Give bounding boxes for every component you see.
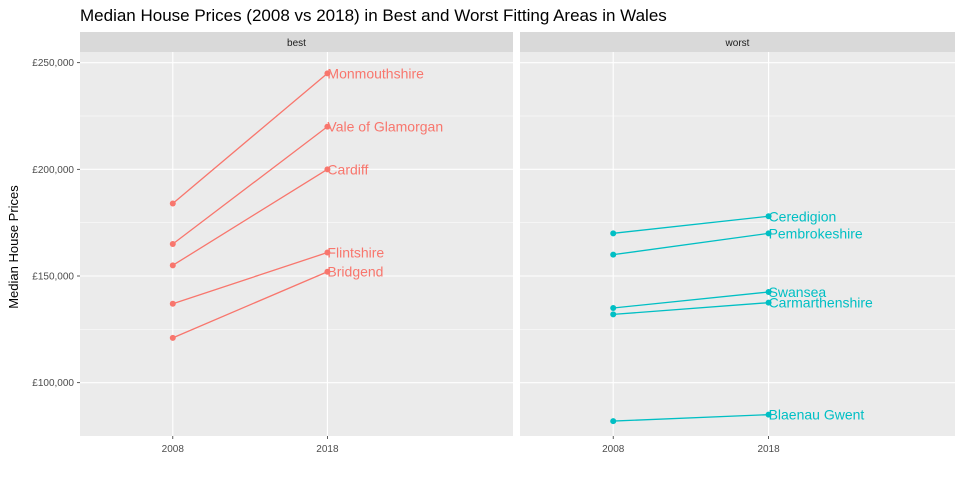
series-line (613, 215, 769, 234)
y-tick-label: £100,000 (32, 378, 74, 389)
series-label: Flintshire (327, 245, 384, 261)
data-point (610, 230, 617, 237)
data-point (610, 418, 617, 425)
data-point (765, 230, 772, 237)
facet-strip-label: worst (725, 38, 750, 49)
series-line (613, 414, 769, 422)
data-point (169, 241, 176, 247)
series-line (172, 251, 328, 305)
data-point (324, 268, 331, 275)
y-tick-label: £250,000 (32, 58, 74, 69)
data-point (324, 123, 331, 130)
series-line (613, 232, 769, 256)
series-label: Ceredigion (769, 208, 837, 224)
data-point (324, 166, 331, 173)
chart-title: Median House Prices (2008 vs 2018) in Be… (80, 6, 667, 25)
x-tick-label: 2018 (316, 444, 339, 455)
facet-strip-label: best (287, 38, 306, 49)
series-label: Blaenau Gwent (769, 407, 865, 423)
data-point (610, 251, 617, 258)
y-tick-label: £200,000 (32, 165, 74, 176)
y-axis-label: Median House Prices (6, 185, 21, 309)
series-line (172, 126, 328, 245)
data-point (610, 305, 617, 311)
facet-strip (520, 32, 955, 52)
data-point (610, 311, 617, 318)
panel-background (520, 52, 955, 436)
series-line (172, 271, 328, 339)
x-tick-label: 2008 (602, 444, 625, 455)
series-line (172, 72, 328, 204)
data-point (324, 249, 331, 256)
series-label: Cardiff (327, 161, 368, 177)
data-point (169, 300, 176, 307)
data-point (169, 262, 176, 269)
y-tick-label: £150,000 (32, 272, 74, 283)
series-label: Monmouthshire (327, 65, 424, 81)
facet-panel-best: best 2008 2018 Monmouthshire Vale of Glamorg… (80, 32, 513, 455)
data-point (765, 289, 772, 295)
panel-background (80, 52, 513, 436)
x-tick-label: 2008 (162, 444, 185, 455)
series-label: Carmarthenshire (769, 295, 873, 311)
x-tick-label: 2018 (757, 444, 780, 455)
data-point (324, 70, 331, 77)
series-line (172, 168, 328, 266)
data-point (765, 299, 772, 306)
series-label: Pembrokeshire (769, 225, 863, 241)
facet-strip (80, 32, 513, 52)
series-line (613, 302, 769, 316)
data-point (169, 200, 176, 207)
series-line (613, 291, 769, 309)
data-point (765, 411, 772, 418)
data-point (169, 334, 176, 341)
data-point (765, 213, 772, 220)
series-label: Swansea (769, 284, 827, 300)
series-label: Vale of Glamorgan (327, 119, 443, 135)
series-label: Bridgend (327, 264, 383, 280)
